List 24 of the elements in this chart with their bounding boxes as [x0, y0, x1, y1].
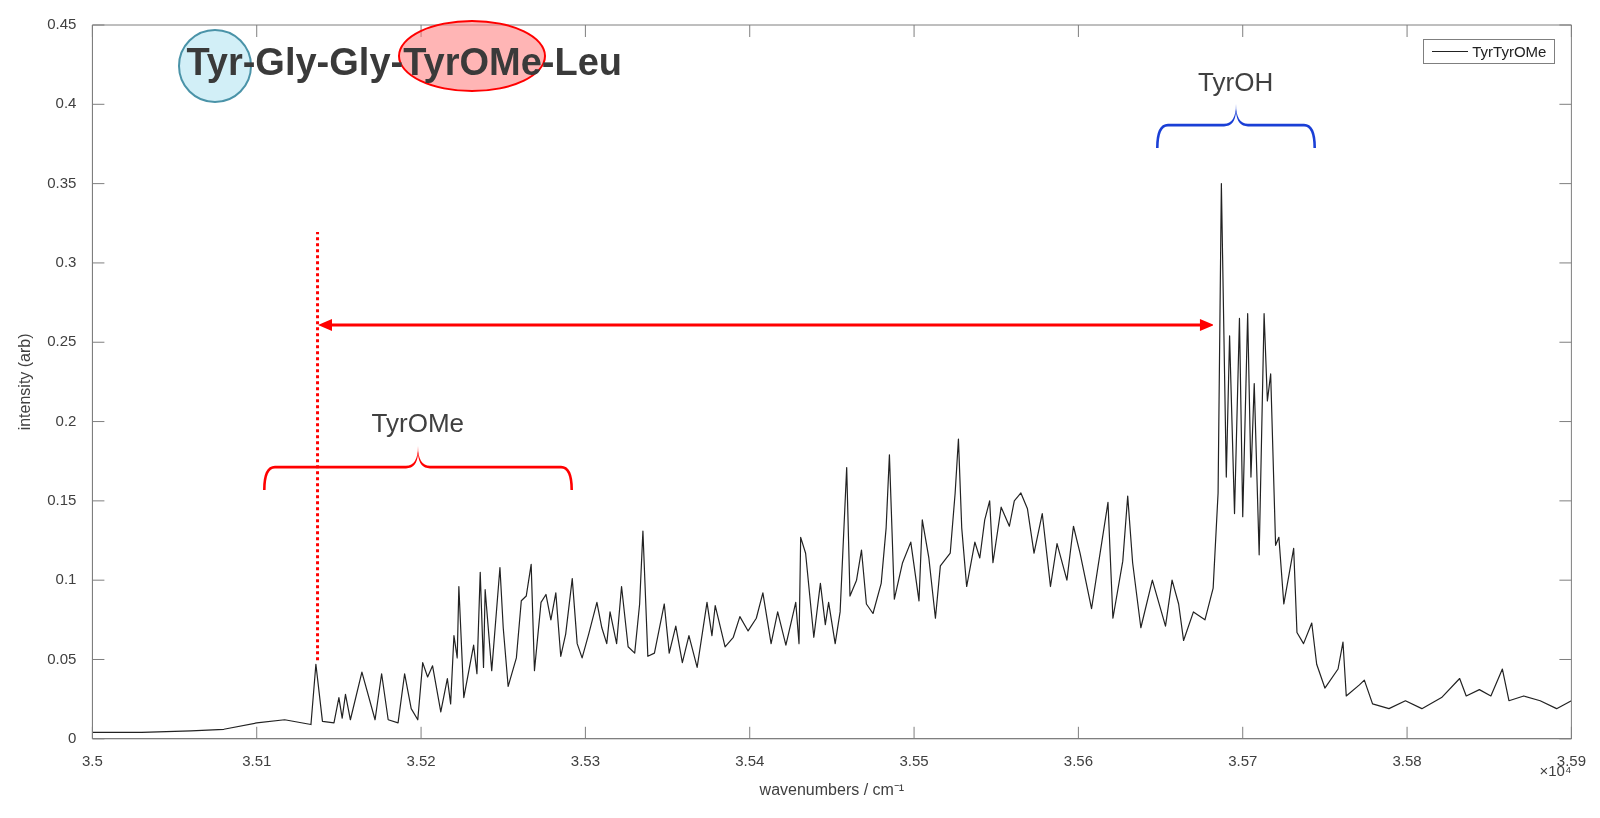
- y-tick-label: 0.4: [55, 94, 77, 112]
- x-tick-label: 3.53: [570, 751, 600, 769]
- y-tick-label: 0.2: [55, 411, 77, 429]
- y-tick-label: 0.35: [47, 173, 77, 191]
- y-tick-label: 0.25: [47, 332, 77, 350]
- y-tick-label: 0.05: [47, 649, 77, 667]
- x-tick-label: 3.57: [1228, 751, 1258, 769]
- x-tick-label: 3.58: [1392, 751, 1422, 769]
- legend-label: TyrTyrOMe: [1472, 43, 1547, 60]
- x-axis-title: wavenumbers / cm⁻¹: [758, 780, 905, 798]
- annotation: TyrOMe: [371, 407, 464, 438]
- x-tick-label: 3.52: [406, 751, 436, 769]
- x-tick-label: 3.54: [735, 751, 765, 769]
- annotation: TyrOH: [1198, 66, 1274, 97]
- x-tick-label: 3.56: [1063, 751, 1093, 769]
- y-tick-label: 0: [68, 728, 77, 746]
- y-axis-title: intensity (arb): [16, 333, 34, 431]
- y-tick-label: 0.15: [47, 491, 77, 509]
- x-tick-label: 3.5: [81, 751, 103, 769]
- y-tick-label: 0.1: [55, 570, 77, 588]
- x-tick-label: 3.51: [242, 751, 272, 769]
- y-tick-label: 0.3: [55, 253, 77, 271]
- y-tick-label: 0.45: [47, 15, 77, 33]
- x-tick-label: 3.55: [899, 751, 929, 769]
